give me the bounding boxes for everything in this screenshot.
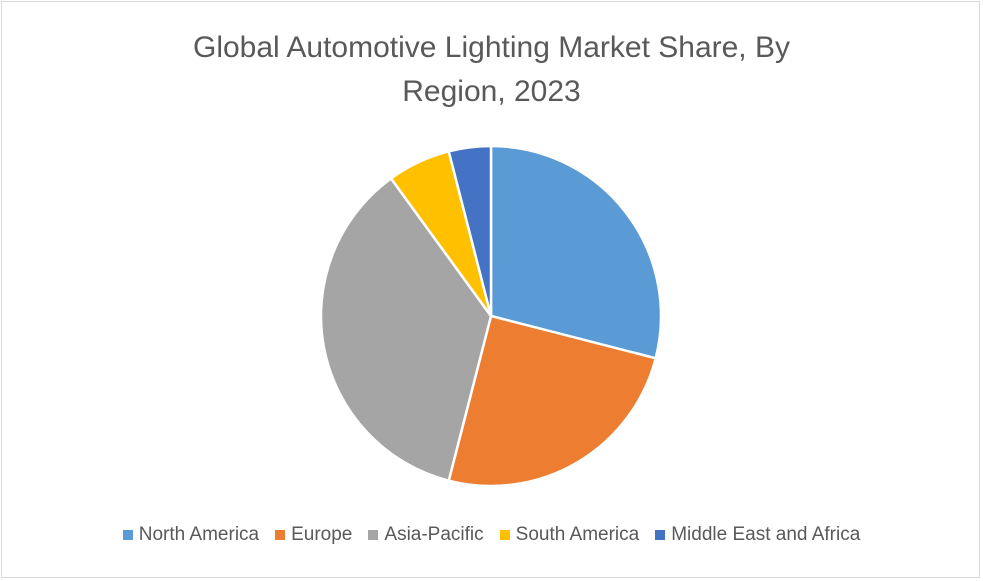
legend-label-asia-pacific: Asia-Pacific [384, 524, 484, 545]
pie-slice-middle-east-and-africa [447, 144, 493, 318]
legend-item-asia-pacific: Asia-Pacific [368, 524, 484, 546]
legend-label-middle-east-and-africa: Middle East and Africa [671, 524, 861, 545]
pie-slice-north-america [489, 144, 663, 360]
legend-swatch-middle-east-and-africa [655, 530, 666, 540]
legend-swatch-south-america [499, 530, 510, 540]
pie-slices [319, 144, 663, 488]
legend-item-europe: Europe [275, 524, 352, 546]
legend-swatch-asia-pacific [368, 530, 379, 540]
pie-slice-europe [447, 314, 657, 488]
legend-item-middle-east-and-africa: Middle East and Africa [655, 524, 860, 546]
chart-title: Global Automotive Lighting Market Share,… [193, 31, 790, 108]
chart-legend: North America Europe Asia-Pacific South Ame… [0, 524, 983, 546]
legend-swatch-europe [275, 530, 286, 540]
legend-item-north-america: North America [122, 524, 260, 546]
legend-label-south-america: South America [515, 524, 640, 545]
legend-swatch-north-america [122, 530, 133, 540]
legend-label-north-america: North America [138, 524, 260, 545]
legend-item-south-america: South America [499, 524, 640, 546]
legend-label-europe: Europe [291, 524, 353, 545]
pie-slice-asia-pacific [319, 177, 493, 482]
